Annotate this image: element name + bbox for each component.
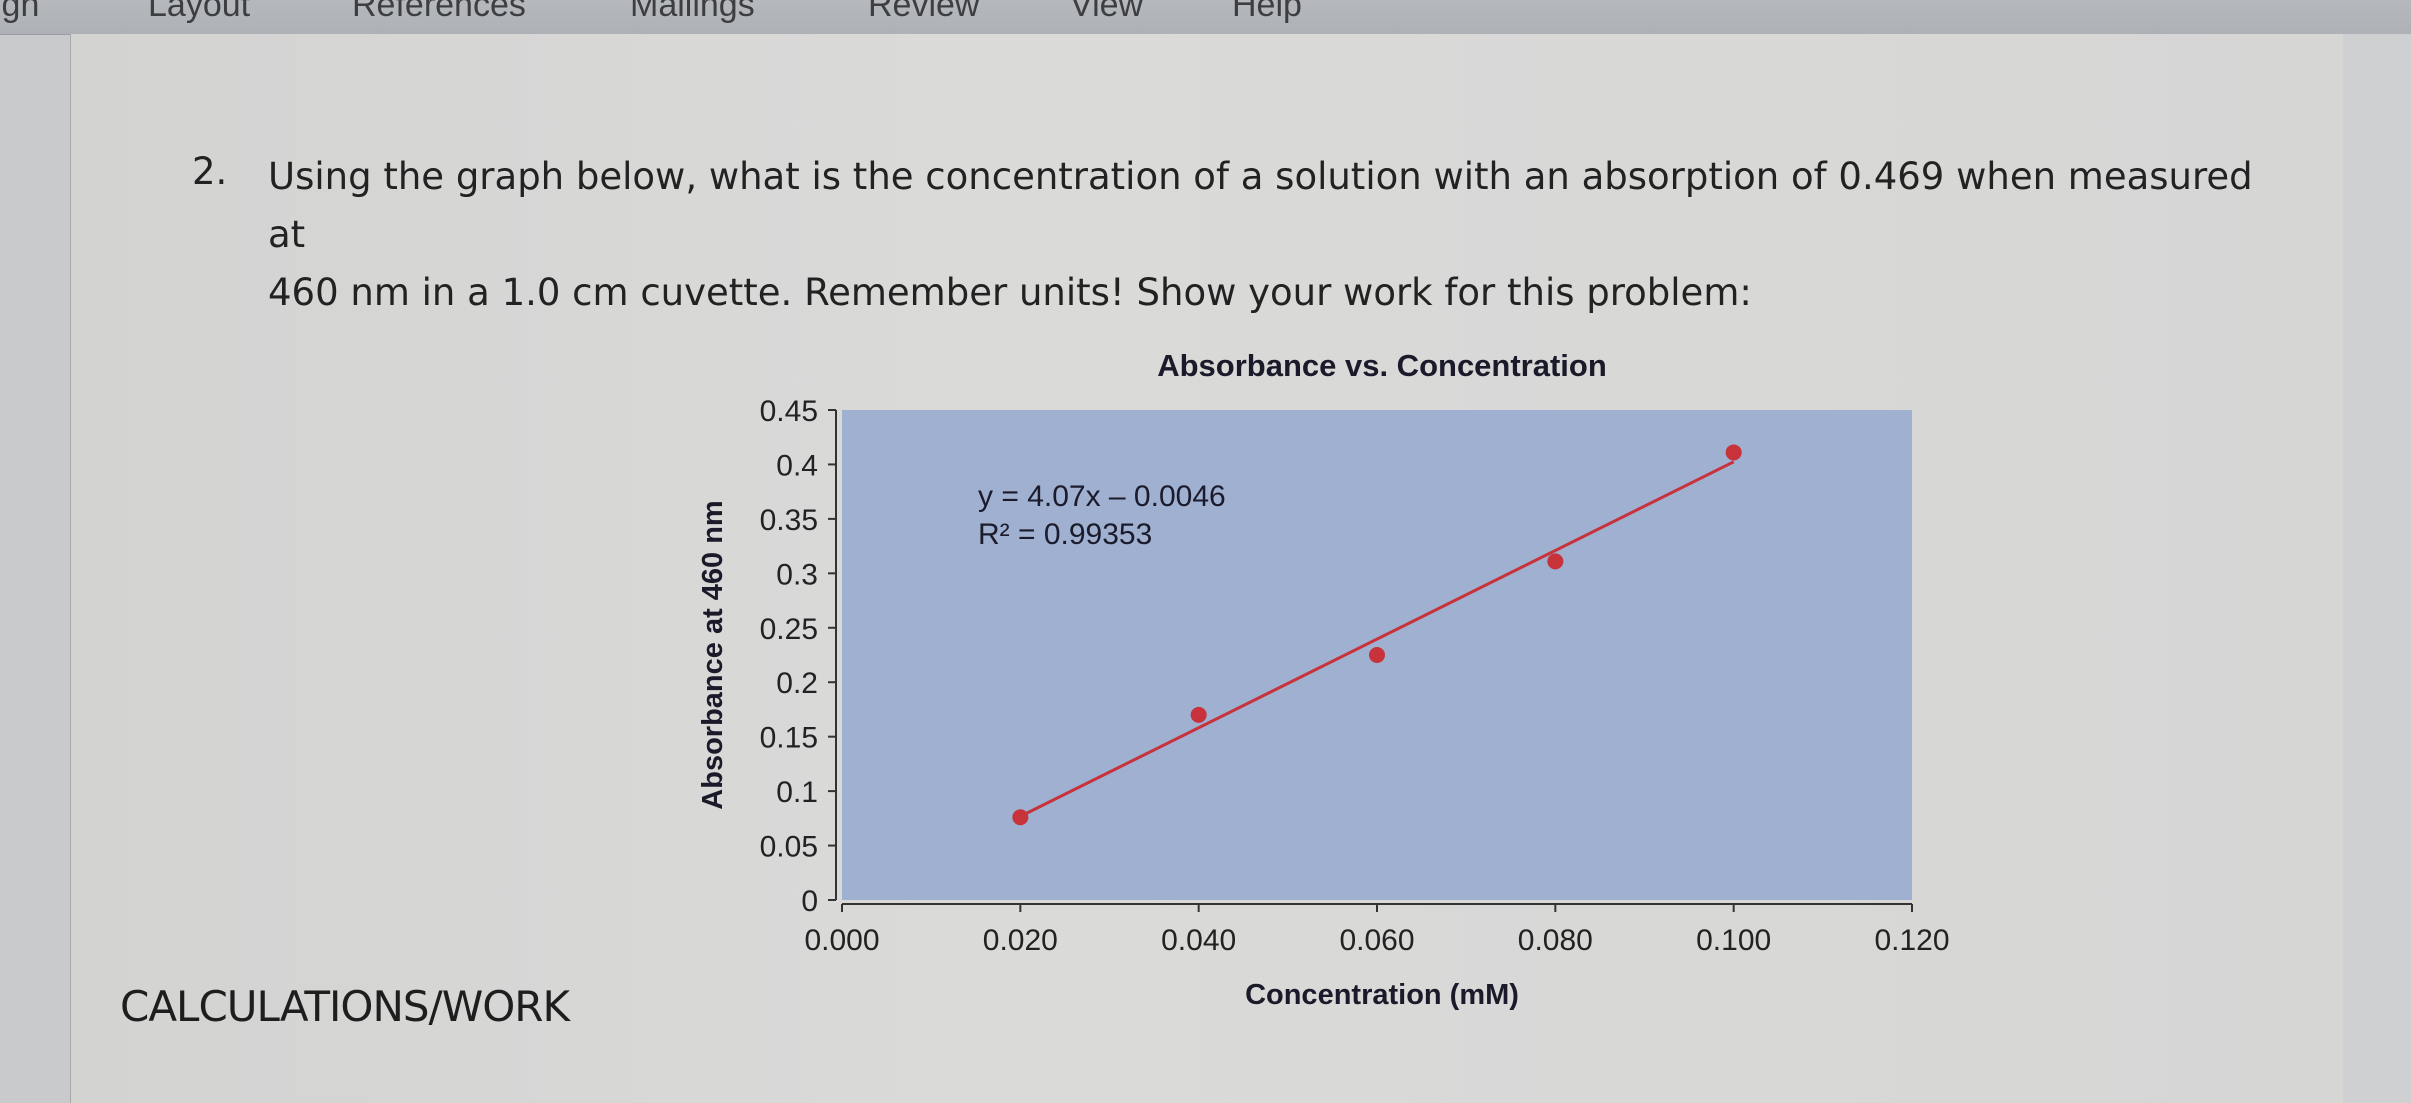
x-axis: 0.000 0.020 0.040 0.060 0.080 0.100 0.120 (804, 903, 1950, 957)
right-margin-area (2343, 34, 2411, 1103)
y-tick-label: 0.35 (760, 504, 818, 537)
y-tick-label: 0.1 (776, 776, 818, 809)
trendline-equation: y = 4.07x – 0.0046 (978, 480, 1226, 513)
x-tick-label: 0.000 (804, 924, 879, 957)
data-series (1012, 444, 1742, 826)
question-line-2: 460 nm in a 1.0 cm cuvette. Remember uni… (268, 271, 1752, 314)
tab-layout[interactable]: Layout (148, 0, 251, 24)
x-axis-label: Concentration (mM) (1245, 979, 1519, 1011)
question-number: 2. (192, 150, 228, 193)
tab-design[interactable]: ign (0, 0, 40, 24)
data-point (1369, 647, 1385, 663)
y-axis-label: Absorbance at 460 nm (697, 500, 729, 809)
tab-review[interactable]: Review (868, 0, 980, 24)
tab-help[interactable]: Help (1232, 0, 1302, 24)
data-point (1547, 553, 1564, 570)
y-tick-label: 0.4 (776, 449, 818, 482)
tab-view[interactable]: View (1070, 0, 1144, 24)
calculations-label: CALCULATIONS/WORK (120, 982, 570, 1031)
x-tick-label: 0.040 (1161, 924, 1236, 957)
y-tick-label: 0.2 (776, 667, 818, 700)
x-tick-label: 0.080 (1518, 924, 1593, 957)
x-tick-label: 0.020 (983, 924, 1058, 957)
y-tick-label: 0.15 (760, 722, 818, 755)
ribbon-tab-bar: ign Layout References Mailings Review Vi… (0, 0, 2411, 35)
y-axis: 0 0.05 0.1 0.15 0.2 0.25 0.3 0.35 0.4 0.45 (760, 395, 837, 918)
y-tick-label: 0 (801, 885, 818, 918)
x-tick-label: 0.100 (1696, 924, 1771, 957)
y-tick-label: 0.05 (760, 831, 818, 864)
chart-title: Absorbance vs. Concentration (1157, 348, 1607, 383)
data-point (1012, 809, 1029, 826)
y-tick-label: 0.25 (760, 613, 818, 646)
trendline-r-squared: R² = 0.99353 (978, 518, 1152, 551)
x-tick-label: 0.060 (1339, 924, 1414, 957)
tab-mailings[interactable]: Mailings (630, 0, 755, 24)
question-line-1: Using the graph below, what is the conce… (268, 155, 2253, 256)
y-tick-label: 0.45 (760, 395, 818, 428)
y-tick-label: 0.3 (776, 558, 818, 591)
data-point (1725, 444, 1742, 461)
x-tick-label: 0.120 (1874, 924, 1949, 957)
tab-references[interactable]: References (352, 0, 526, 24)
question-text: Using the graph below, what is the conce… (268, 148, 2268, 322)
trendline (1019, 460, 1735, 818)
data-point (1190, 706, 1207, 723)
